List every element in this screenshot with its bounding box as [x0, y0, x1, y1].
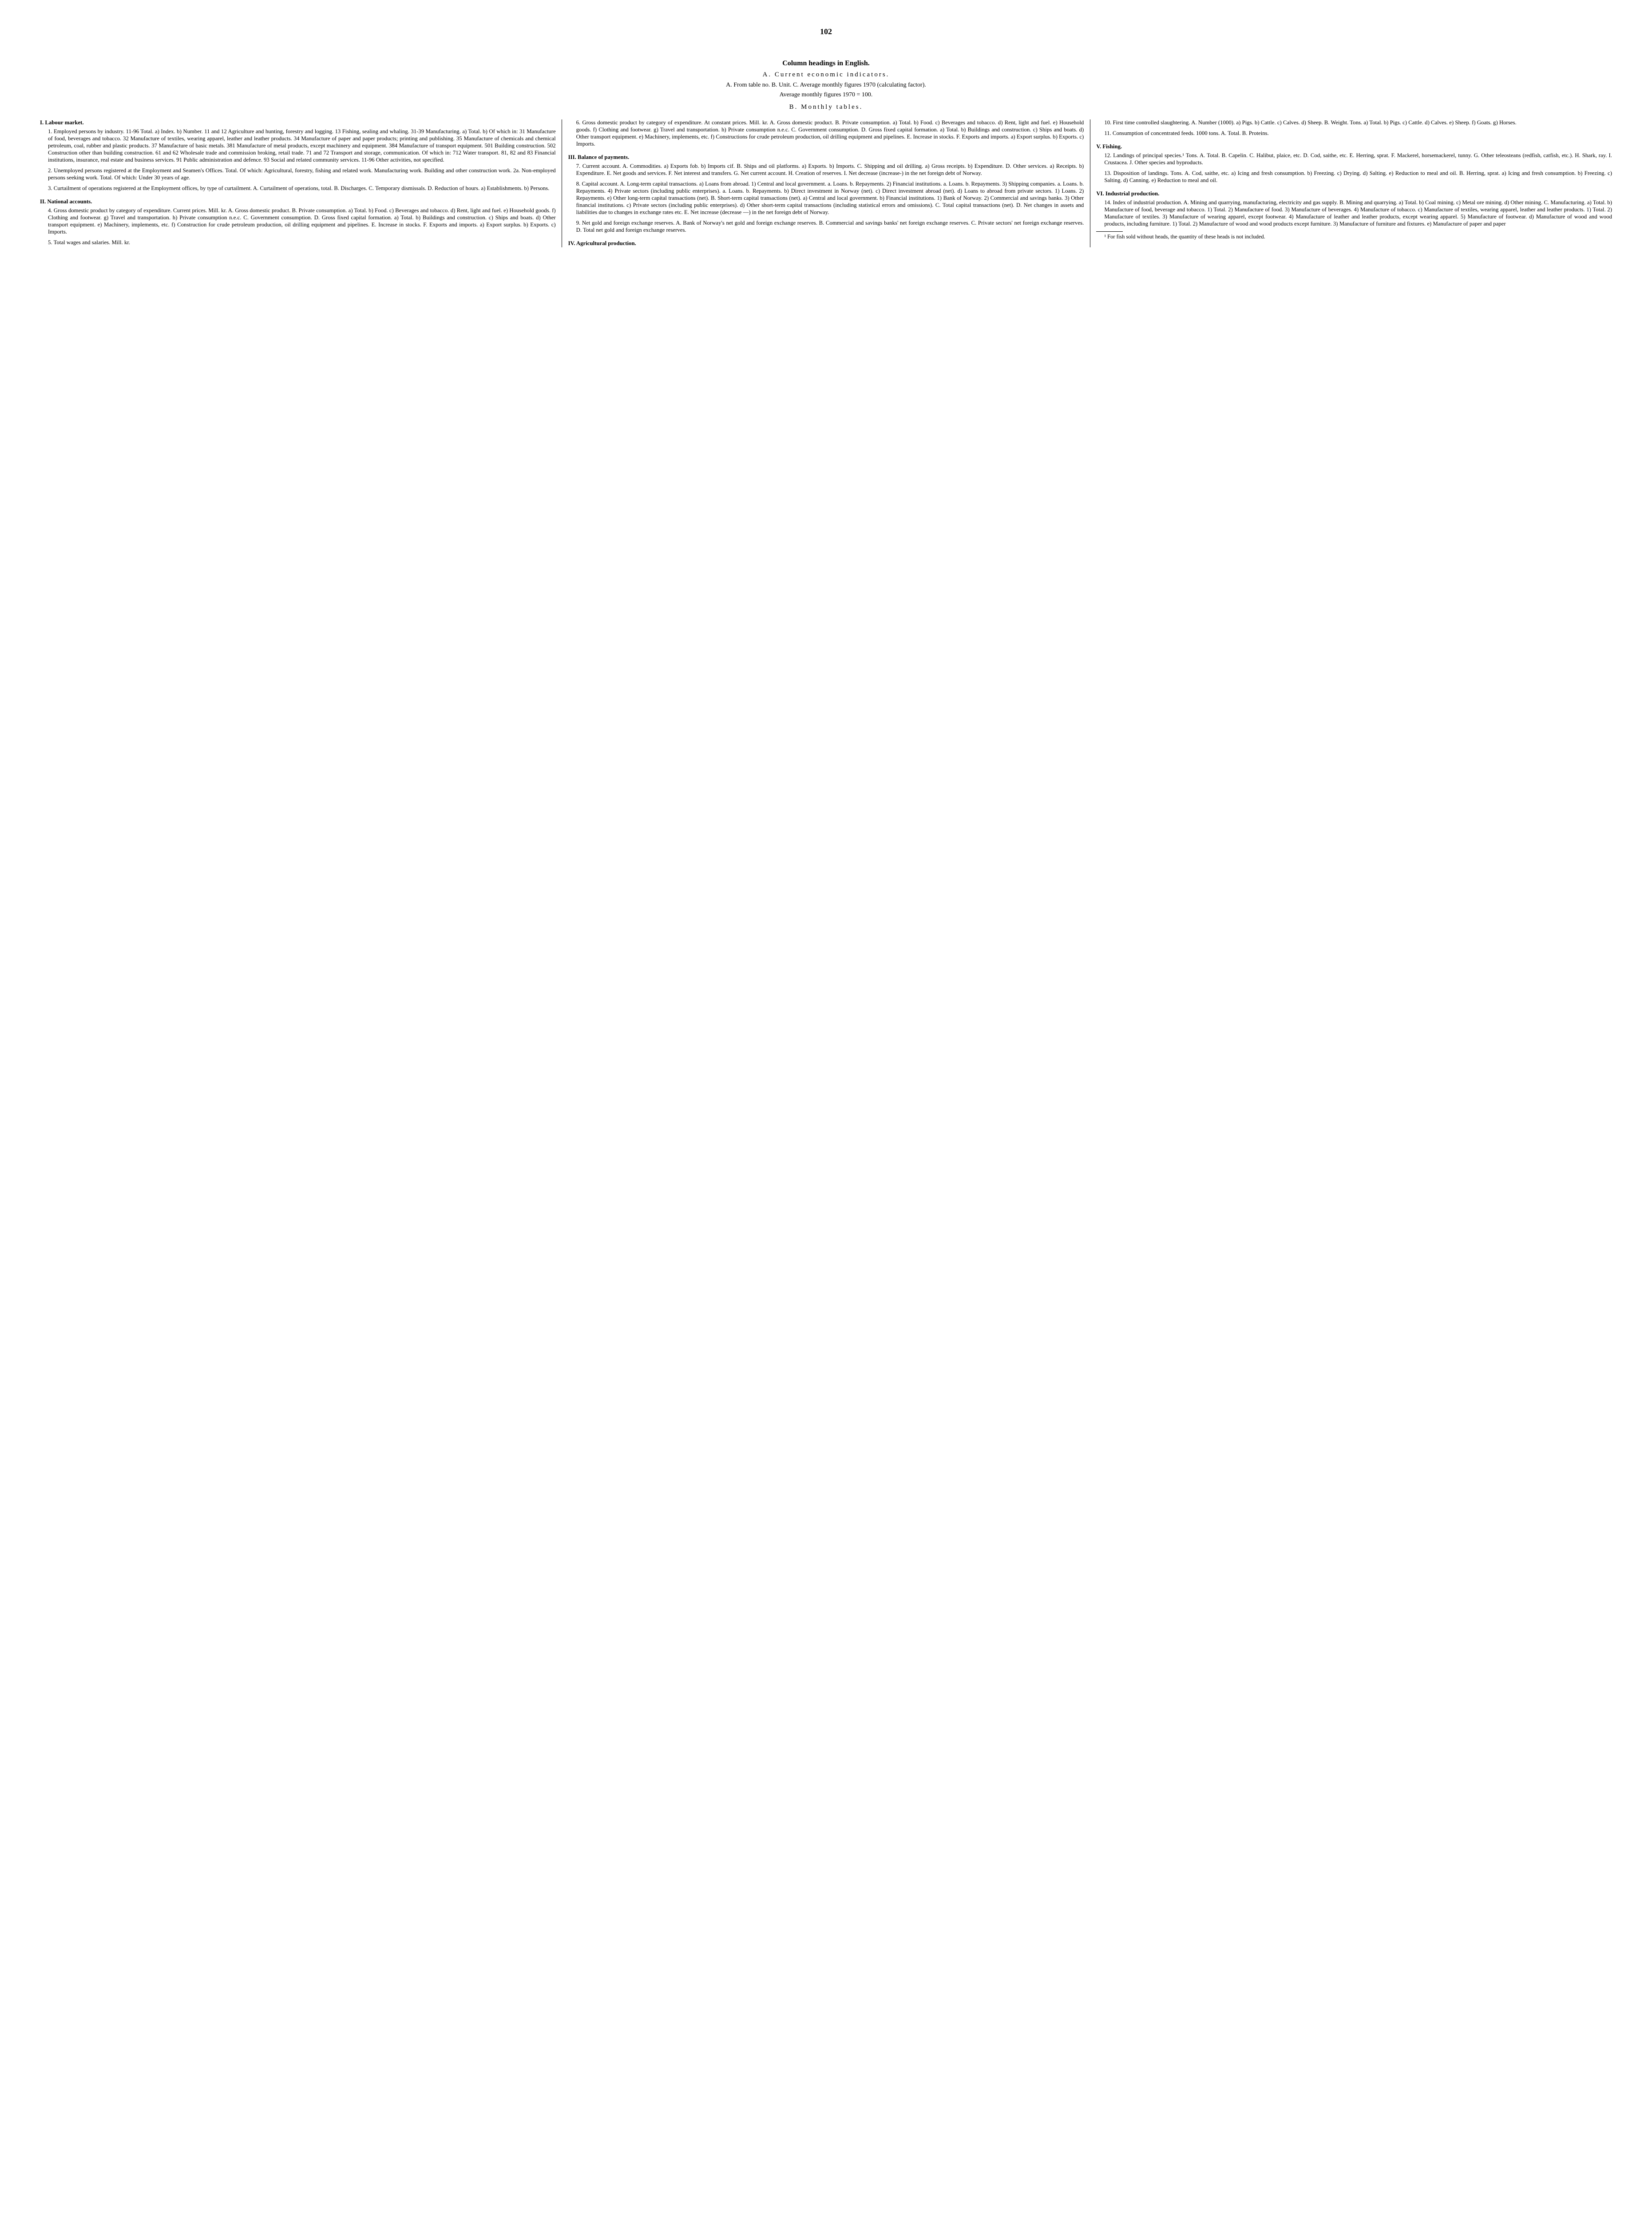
- entry-12: 12. Landings of principal species.¹ Tons…: [1104, 152, 1612, 166]
- entry-9: 9. Net gold and foreign exchange reserve…: [576, 220, 1084, 234]
- entry-1: 1. Employed persons by industry. 11-96 T…: [48, 128, 556, 164]
- entry-13: 13. Disposition of landings. Tons. A. Co…: [1104, 170, 1612, 184]
- entry-3: 3. Curtailment of operations registered …: [48, 185, 556, 192]
- entry-11: 11. Consumption of concentrated feeds. 1…: [1104, 130, 1612, 137]
- entry-14: 14. Index of industrial production. A. M…: [1104, 199, 1612, 228]
- main-title: Column headings in English.: [40, 59, 1612, 68]
- entry-2: 2. Unemployed persons registered at the …: [48, 167, 556, 182]
- footnote-rule: [1096, 231, 1123, 232]
- section-a-label: A. Current economic indicators.: [40, 71, 1612, 79]
- entry-5: 5. Total wages and salaries. Mill. kr.: [48, 239, 556, 246]
- entry-7: 7. Current account. A. Commodities. a) E…: [576, 163, 1084, 177]
- section-VI-head: VI. Industrial production.: [1104, 190, 1612, 198]
- footnote-1: ¹ For fish sold without heads, the quant…: [1104, 234, 1612, 241]
- entry-6: 6. Gross domestic product by category of…: [576, 119, 1084, 148]
- page-number: 102: [40, 27, 1612, 37]
- entry-4: 4. Gross domestic product by category of…: [48, 207, 556, 236]
- intro-line-2: Average monthly figures 1970 = 100.: [40, 91, 1612, 99]
- entry-10: 10. First time controlled slaughtering. …: [1104, 119, 1612, 127]
- footnote-block: ¹ For fish sold without heads, the quant…: [1096, 231, 1612, 241]
- body-columns: I. Labour market. 1. Employed persons by…: [40, 119, 1612, 247]
- section-b-label: B. Monthly tables.: [40, 103, 1612, 111]
- section-I-head: I. Labour market.: [48, 119, 556, 127]
- section-II-head: II. National accounts.: [48, 198, 556, 206]
- section-V-head: V. Fishing.: [1104, 143, 1612, 151]
- entry-8: 8. Capital account. A. Long-term capital…: [576, 181, 1084, 216]
- section-III-head: III. Balance of payments.: [576, 154, 1084, 161]
- section-IV-head: IV. Agricultural production.: [576, 240, 1084, 247]
- intro-line-1: A. From table no. B. Unit. C. Average mo…: [40, 81, 1612, 89]
